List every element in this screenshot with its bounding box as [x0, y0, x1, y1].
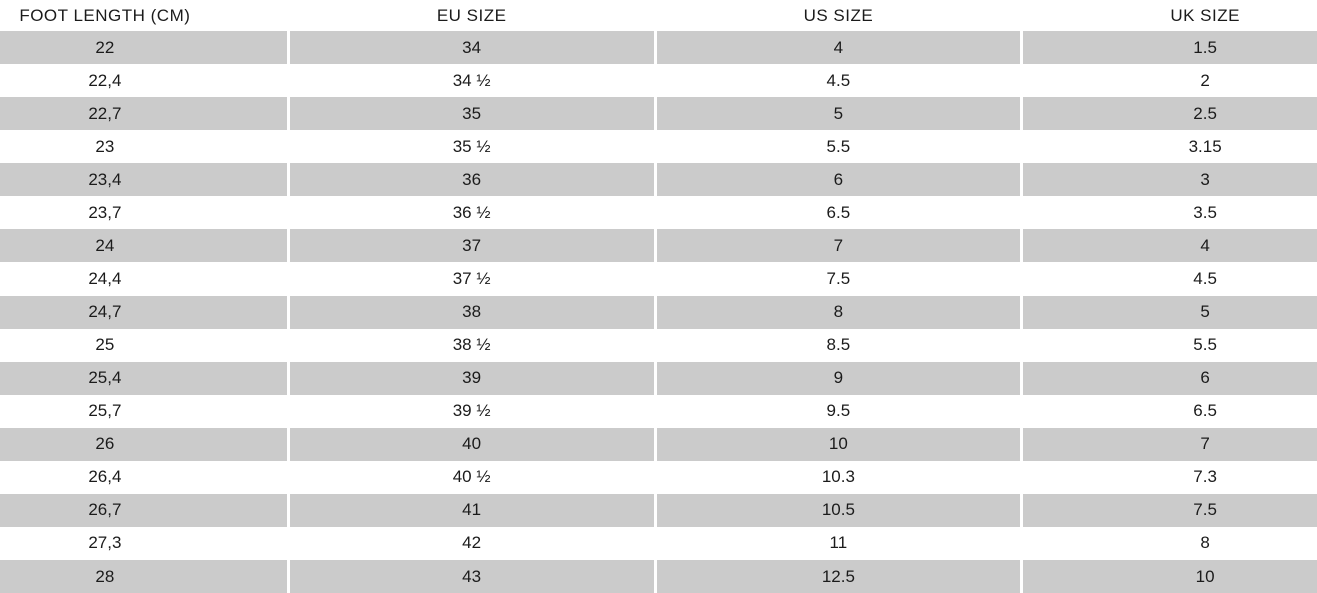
cell-foot-length: 28	[0, 560, 287, 593]
cell-foot-length: 22	[0, 31, 287, 65]
cell-us-size: 12.5	[656, 560, 1021, 593]
column-header-uk-size: UK SIZE	[1023, 0, 1317, 31]
cell-us-size: 11	[656, 526, 1021, 560]
cell-foot-length: 24	[0, 229, 287, 263]
cell-us-size: 5.5	[656, 130, 1021, 164]
cell-uk-size: 10	[1023, 560, 1317, 593]
cell-foot-length: 26,7	[0, 493, 287, 527]
cell-eu-size: 36 ½	[289, 196, 654, 230]
cell-us-size: 7	[656, 229, 1021, 263]
cell-foot-length: 24,4	[0, 262, 287, 296]
table-row: 24 37 7 4	[0, 229, 1317, 263]
cell-uk-size: 5	[1023, 295, 1317, 329]
cell-us-size: 10	[656, 427, 1021, 461]
table-row: 25,4 39 9 6	[0, 361, 1317, 395]
cell-foot-length: 22,4	[0, 64, 287, 98]
cell-foot-length: 24,7	[0, 295, 287, 329]
table-row: 25,7 39 ½ 9.5 6.5	[0, 394, 1317, 428]
cell-foot-length: 25,7	[0, 394, 287, 428]
cell-eu-size: 40	[289, 427, 654, 461]
cell-us-size: 9.5	[656, 394, 1021, 428]
cell-us-size: 9	[656, 361, 1021, 395]
cell-foot-length: 25	[0, 328, 287, 362]
header-row: FOOT LENGTH (CM) EU SIZE US SIZE UK SIZE	[0, 0, 1317, 31]
cell-eu-size: 43	[289, 560, 654, 593]
cell-foot-length: 22,7	[0, 97, 287, 131]
cell-eu-size: 35	[289, 97, 654, 131]
cell-foot-length: 25,4	[0, 361, 287, 395]
cell-us-size: 5	[656, 97, 1021, 131]
cell-us-size: 6	[656, 163, 1021, 197]
cell-us-size: 6.5	[656, 196, 1021, 230]
cell-uk-size: 6.5	[1023, 394, 1317, 428]
cell-uk-size: 2	[1023, 64, 1317, 98]
cell-us-size: 8.5	[656, 328, 1021, 362]
cell-foot-length: 26	[0, 427, 287, 461]
cell-us-size: 4	[656, 31, 1021, 65]
cell-foot-length: 23,7	[0, 196, 287, 230]
cell-uk-size: 3.15	[1023, 130, 1317, 164]
table-row: 26,4 40 ½ 10.3 7.3	[0, 460, 1317, 494]
cell-eu-size: 40 ½	[289, 460, 654, 494]
table-row: 22,4 34 ½ 4.5 2	[0, 64, 1317, 98]
cell-eu-size: 37 ½	[289, 262, 654, 296]
cell-us-size: 7.5	[656, 262, 1021, 296]
table-row: 22 34 4 1.5	[0, 31, 1317, 65]
cell-eu-size: 39 ½	[289, 394, 654, 428]
cell-foot-length: 23,4	[0, 163, 287, 197]
cell-us-size: 8	[656, 295, 1021, 329]
table-row: 23 35 ½ 5.5 3.15	[0, 130, 1317, 164]
cell-uk-size: 3.5	[1023, 196, 1317, 230]
cell-us-size: 10.5	[656, 493, 1021, 527]
cell-foot-length: 27,3	[0, 526, 287, 560]
cell-foot-length: 23	[0, 130, 287, 164]
table-row: 23,7 36 ½ 6.5 3.5	[0, 196, 1317, 230]
cell-eu-size: 38 ½	[289, 328, 654, 362]
cell-eu-size: 41	[289, 493, 654, 527]
cell-eu-size: 35 ½	[289, 130, 654, 164]
cell-uk-size: 7.5	[1023, 493, 1317, 527]
cell-uk-size: 2.5	[1023, 97, 1317, 131]
cell-us-size: 4.5	[656, 64, 1021, 98]
table-row: 26 40 10 7	[0, 427, 1317, 461]
cell-uk-size: 6	[1023, 361, 1317, 395]
table-row: 22,7 35 5 2.5	[0, 97, 1317, 131]
cell-eu-size: 36	[289, 163, 654, 197]
cell-us-size: 10.3	[656, 460, 1021, 494]
cell-eu-size: 39	[289, 361, 654, 395]
cell-uk-size: 7	[1023, 427, 1317, 461]
table-row: 28 43 12.5 10	[0, 560, 1317, 593]
cell-uk-size: 4.5	[1023, 262, 1317, 296]
table-row: 23,4 36 6 3	[0, 163, 1317, 197]
table-row: 27,3 42 11 8	[0, 526, 1317, 560]
cell-uk-size: 7.3	[1023, 460, 1317, 494]
cell-eu-size: 34 ½	[289, 64, 654, 98]
table-row: 25 38 ½ 8.5 5.5	[0, 328, 1317, 362]
cell-uk-size: 5.5	[1023, 328, 1317, 362]
cell-eu-size: 42	[289, 526, 654, 560]
column-header-foot-length-cm: FOOT LENGTH (CM)	[0, 0, 287, 31]
table-row: 24,7 38 8 5	[0, 295, 1317, 329]
cell-uk-size: 4	[1023, 229, 1317, 263]
cell-uk-size: 1.5	[1023, 31, 1317, 65]
cell-eu-size: 37	[289, 229, 654, 263]
cell-foot-length: 26,4	[0, 460, 287, 494]
cell-uk-size: 8	[1023, 526, 1317, 560]
table-row: 26,7 41 10.5 7.5	[0, 493, 1317, 527]
table-row: 24,4 37 ½ 7.5 4.5	[0, 262, 1317, 296]
cell-eu-size: 38	[289, 295, 654, 329]
cell-uk-size: 3	[1023, 163, 1317, 197]
column-header-eu-size: EU SIZE	[289, 0, 654, 31]
column-header-us-size: US SIZE	[656, 0, 1021, 31]
cell-eu-size: 34	[289, 31, 654, 65]
